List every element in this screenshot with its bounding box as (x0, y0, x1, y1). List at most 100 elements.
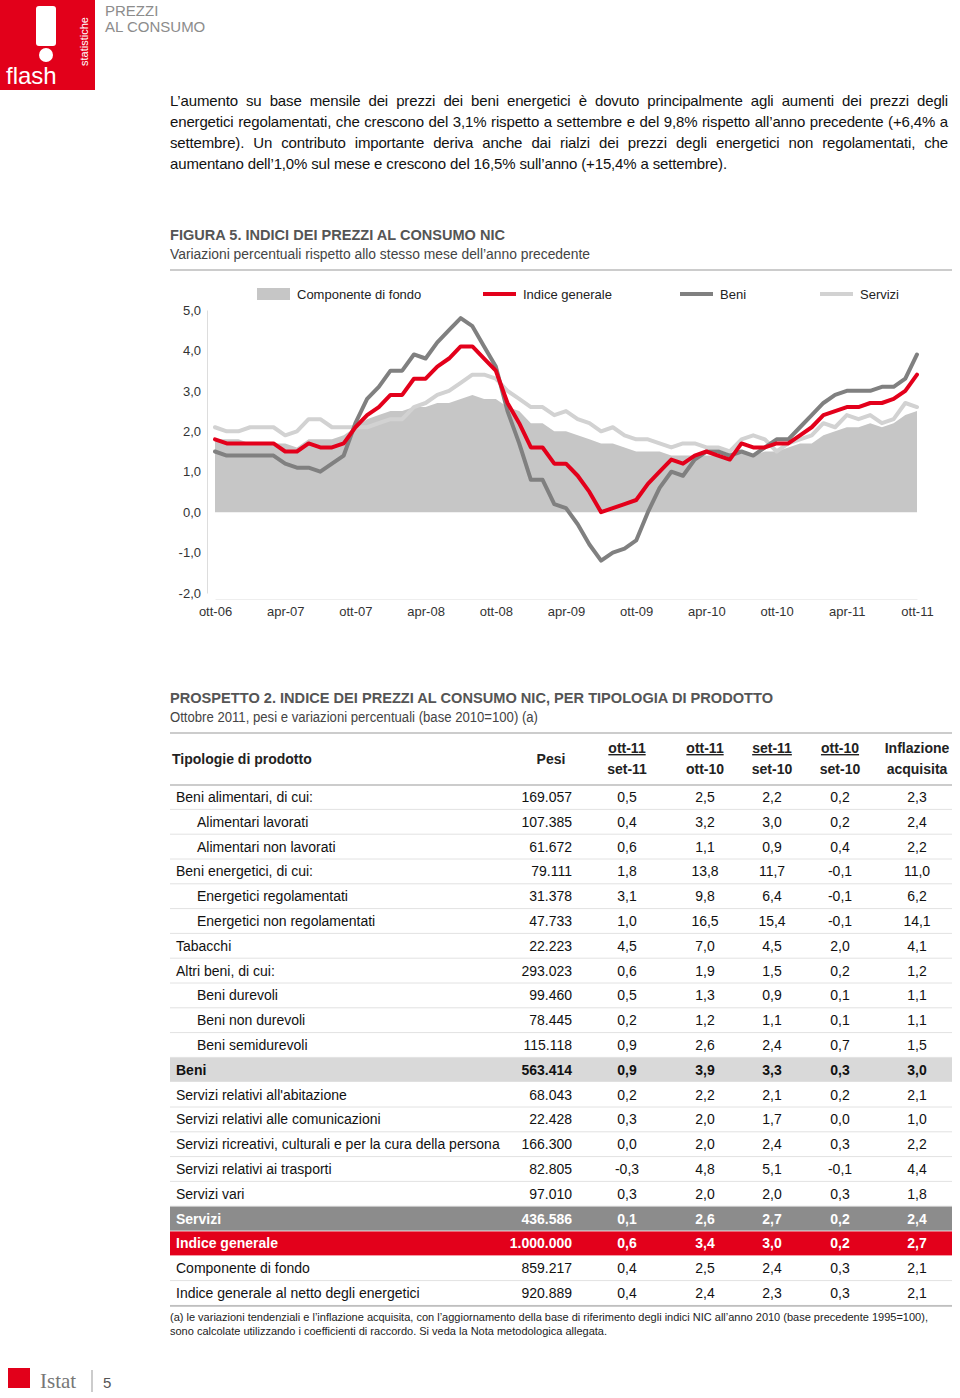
y-tick-label: -1,0 (179, 545, 201, 560)
cell: 859.217 (521, 1260, 572, 1276)
cell: 47.733 (529, 913, 572, 929)
y-tick: -1,0 (179, 545, 207, 560)
cell: -0,3 (615, 1161, 639, 1177)
row-label: Indice generale (176, 1235, 278, 1251)
cell: 22.223 (529, 938, 572, 954)
y-tick-label: 5,0 (183, 303, 201, 318)
cell: 2,4 (907, 814, 927, 830)
row-label: Alimentari lavorati (197, 814, 308, 830)
row-band (170, 1231, 952, 1255)
cell: 1,5 (907, 1037, 927, 1053)
cell: -0,1 (828, 863, 852, 879)
cell: 1,1 (907, 987, 927, 1003)
cell: 3,0 (762, 814, 782, 830)
x-tick-label: apr-09 (548, 604, 586, 619)
cell: 4,5 (617, 938, 637, 954)
cell: 4,1 (907, 938, 927, 954)
cell: 78.445 (529, 1012, 572, 1028)
x-tick-label: apr-11 (829, 604, 866, 619)
x-tick: apr-08 (407, 599, 445, 619)
row-rule (170, 908, 952, 909)
row-label: Servizi ricreativi, culturali e per la c… (176, 1136, 500, 1152)
y-tick-label: -2,0 (179, 586, 201, 601)
cell: 1,8 (907, 1186, 927, 1202)
table-rule (170, 785, 952, 786)
cell: 0,7 (830, 1037, 850, 1053)
legend-swatch (820, 292, 853, 296)
cell: 0,2 (830, 1235, 850, 1251)
row-label: Tabacchi (176, 938, 231, 954)
header-cell: Pesi (537, 751, 566, 767)
legend-swatch (680, 292, 713, 296)
cell: 920.889 (521, 1285, 572, 1301)
cell: 31.378 (529, 888, 572, 904)
y-tick: 5,0 (183, 303, 207, 318)
publisher: Istat (40, 1369, 76, 1393)
y-axis-line (207, 311, 208, 594)
cell: 115.118 (523, 1037, 572, 1053)
cell: 1,0 (907, 1111, 927, 1127)
cell: 0,3 (617, 1111, 637, 1127)
cell: 0,4 (617, 1260, 637, 1276)
cell: 0,3 (830, 1062, 850, 1078)
x-tick-label: apr-10 (688, 604, 726, 619)
cell: 0,3 (617, 1186, 637, 1202)
cell: 4,4 (907, 1161, 927, 1177)
cell: 2,2 (695, 1087, 715, 1103)
row-rule (170, 958, 952, 959)
row-rule (170, 983, 952, 984)
y-tick-label: 3,0 (183, 384, 201, 399)
row-rule (170, 1156, 952, 1157)
y-tick-label: 0,0 (183, 505, 201, 520)
cell: 3,2 (695, 814, 715, 830)
cell: 61.672 (529, 839, 572, 855)
cell: 0,9 (617, 1037, 637, 1053)
cell: 3,0 (762, 1235, 782, 1251)
row-label: Beni energetici, di cui: (176, 863, 313, 879)
x-tick-label: ott-07 (339, 604, 372, 619)
page-number: 5 (103, 1374, 111, 1391)
cell: 79.111 (531, 863, 572, 879)
legend-label: Servizi (860, 287, 899, 302)
x-tick-label: apr-07 (267, 604, 305, 619)
cell: 1,3 (695, 987, 715, 1003)
x-tick: ott-06 (199, 599, 232, 619)
x-tick: ott-07 (339, 599, 372, 619)
y-tick: 1,0 (183, 464, 207, 479)
x-tick-label: apr-08 (407, 604, 445, 619)
cell: 2,4 (762, 1037, 782, 1053)
cell: 166.300 (521, 1136, 572, 1152)
cell: 2,7 (762, 1211, 782, 1227)
cell: 0,0 (617, 1136, 637, 1152)
row-label: Servizi vari (176, 1186, 244, 1202)
y-tick: 0,0 (183, 505, 207, 520)
cell: -0,1 (828, 888, 852, 904)
logo-subtext: statistiche (78, 17, 90, 66)
cell: 3,1 (617, 888, 637, 904)
cell: 0,1 (830, 1012, 850, 1028)
y-tick-label: 2,0 (183, 424, 201, 439)
row-label: Servizi relativi ai trasporti (176, 1161, 332, 1177)
cell: 11,0 (904, 863, 930, 879)
row-rule (170, 1007, 952, 1008)
cell: 0,3 (830, 1260, 850, 1276)
cell: 2,3 (907, 789, 927, 805)
cell: 2,4 (695, 1285, 715, 1301)
y-tick-label: 1,0 (183, 464, 201, 479)
cell: 1,0 (617, 913, 637, 929)
x-tick: ott-10 (760, 599, 793, 619)
separator (170, 270, 952, 271)
table-rule (170, 733, 952, 734)
legend-label: Beni (720, 287, 746, 302)
x-tick-label: ott-09 (620, 604, 653, 619)
page-canvas: flashstatistichePREZZIAL CONSUMOFIGURA 5… (0, 0, 960, 1398)
cell: 1,5 (762, 963, 782, 979)
cell: 107.385 (521, 814, 572, 830)
cell: 2,4 (762, 1260, 782, 1276)
series-line (215, 318, 917, 561)
cell: 22.428 (529, 1111, 572, 1127)
header-cell: ott-10 (686, 761, 724, 777)
header-cell: Tipologie di prodotto (172, 751, 312, 767)
cell: 1,9 (695, 963, 715, 979)
header-cell: ott-11 (608, 740, 646, 756)
